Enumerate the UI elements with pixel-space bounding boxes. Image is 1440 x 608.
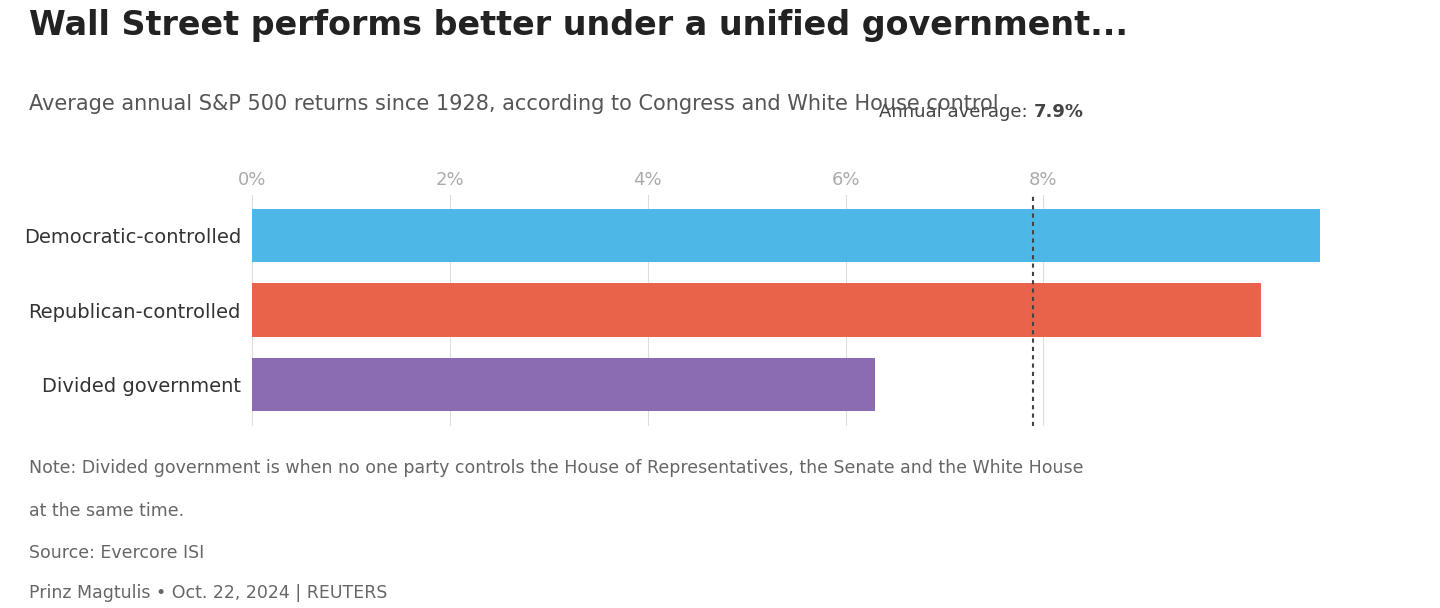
Text: Average annual S&P 500 returns since 1928, according to Congress and White House: Average annual S&P 500 returns since 192… bbox=[29, 94, 998, 114]
Text: Note: Divided government is when no one party controls the House of Representati: Note: Divided government is when no one … bbox=[29, 459, 1083, 477]
Bar bbox=[252, 358, 876, 412]
Bar bbox=[252, 209, 1320, 263]
Text: Annual average:: Annual average: bbox=[878, 103, 1034, 120]
Text: Wall Street performs better under a unified government...: Wall Street performs better under a unif… bbox=[29, 9, 1128, 42]
Text: Prinz Magtulis • Oct. 22, 2024 | REUTERS: Prinz Magtulis • Oct. 22, 2024 | REUTERS bbox=[29, 584, 387, 602]
Text: Source: Evercore ISI: Source: Evercore ISI bbox=[29, 544, 204, 562]
Bar bbox=[252, 283, 1261, 337]
Text: at the same time.: at the same time. bbox=[29, 502, 184, 520]
Text: 7.9%: 7.9% bbox=[1034, 103, 1083, 120]
